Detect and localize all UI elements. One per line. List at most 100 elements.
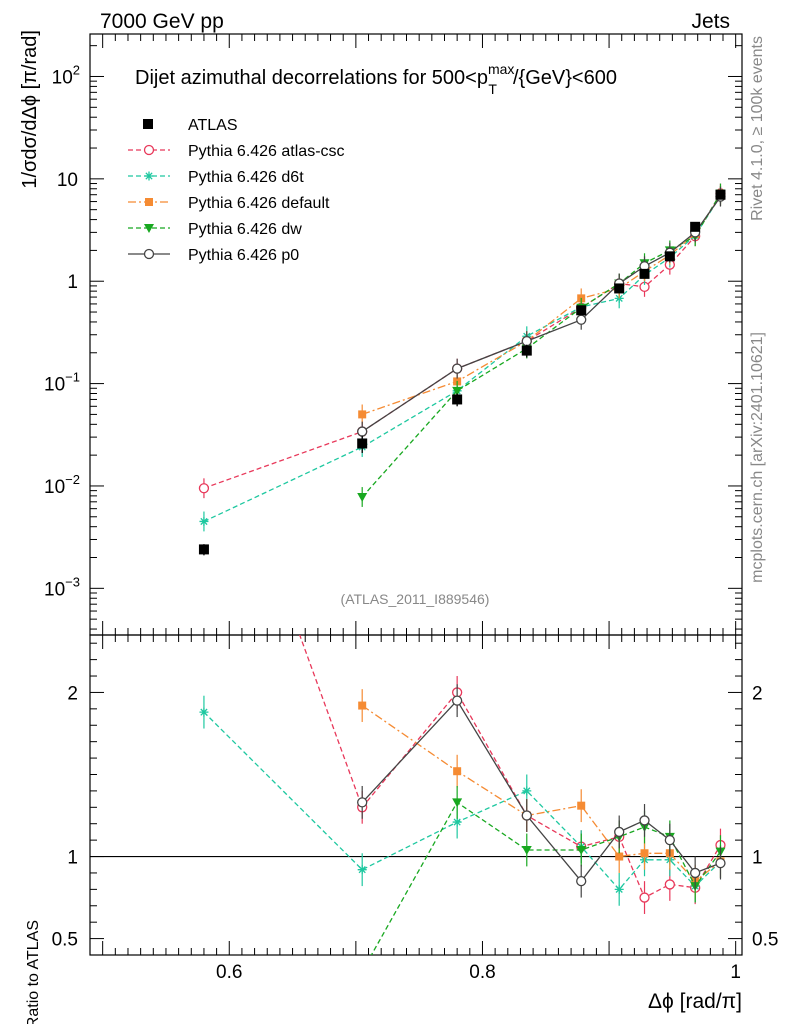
ratio-point [715,857,726,869]
ratio-point [664,834,675,846]
y-tick-label: 10−3 [44,574,80,600]
ratio-line-0 [299,635,722,899]
atlas-point [452,394,463,405]
legend-label-0: Pythia 6.426 atlas-csc [188,143,345,160]
series-point [199,516,209,526]
series-point [357,426,368,437]
atlas-point [639,268,650,279]
ratio-point [357,797,368,808]
y-tick-label: 10−1 [44,370,80,396]
ratio-point [357,865,367,875]
ratio-tick-label: 1 [67,848,78,869]
series-point [576,314,587,325]
ratio-point [452,817,462,827]
ratio-point [664,879,675,890]
legend-marker-atlas [143,119,153,129]
header-left: 7000 GeV pp [100,10,224,33]
x-axis-label: Δϕ [rad/π] [648,990,742,1013]
axis-ticks: 0.6 0.8 1 10−3 10−2 10−1 1 10 102 0.5 0.5 1 1 2 2 [44,34,778,983]
ratio-tick-label: 0.5 [52,930,78,951]
legend: ATLAS Pythia 6.426 atlas-csc Pythia 6.426 … [128,117,345,264]
atlas-point [357,438,368,449]
y-tick-label: 10 [57,170,78,191]
atlas-point [664,251,675,262]
ratio-point [576,845,587,855]
ratio-point [614,884,624,894]
series-line-4 [361,196,722,433]
series-point [358,410,367,419]
ratio-point [576,876,587,887]
ratio-axis-label: Ratio to ATLAS [25,920,42,1024]
ratio-point [614,826,625,838]
legend-marker-4 [143,248,155,260]
atlas-point [576,305,587,316]
series-point [198,483,210,494]
legend-label-3: Pythia 6.426 dw [188,221,302,238]
ratio-point [521,845,532,855]
x-tick-label: 0.6 [216,962,242,983]
x-tick-label: 1 [730,962,741,983]
series-line-1 [203,195,722,523]
ratio-point [357,967,367,976]
legend-marker-0 [143,144,155,156]
legend-marker-3 [144,224,154,233]
series-point [452,386,463,396]
ratio-plot-frame [89,634,743,956]
atlas-point [690,221,701,232]
ratio-point [640,849,649,858]
legend-label-4: Pythia 6.426 p0 [188,247,299,264]
legend-label-atlas: ATLAS [188,117,238,134]
series-point [357,493,368,503]
analysis-id: (ATLAS_2011_I889546) [341,591,490,607]
ratio-point [577,801,586,810]
ratio-point [521,810,532,821]
ratio-point [639,815,650,826]
series-2 [358,186,725,425]
x-tick-label: 0.8 [469,962,495,983]
atlas-point [614,283,625,294]
atlas-point [715,189,726,200]
legend-marker-2 [145,198,153,206]
series-line-2 [361,195,722,416]
ratio-tick-label-right: 1 [752,848,763,869]
atlas-data [198,189,726,556]
ratio-line-1 [203,711,721,891]
y-tick-label: 102 [52,62,80,88]
main-series [198,183,726,556]
legend-label-2: Pythia 6.426 default [188,195,330,212]
y-tick-label: 10−2 [44,472,80,498]
ratio-series [199,366,726,976]
ratio-point [452,798,463,808]
ratio-point [453,767,462,776]
ratio-series-4 [357,684,726,898]
series-line-3 [361,193,722,498]
series-point [451,363,463,374]
series-3 [357,183,726,507]
legend-label-1: Pythia 6.426 d6t [188,169,304,186]
chart-title: Dijet azimuthal decorrelations for 500<p… [135,61,617,97]
y-axis-label: 1/σdσ/dΔϕ [π/rad] [19,30,41,189]
ratio-series-0 [199,366,726,914]
ratio-point [358,701,367,710]
ratio-point [639,892,650,903]
ratio-series-1 [199,695,725,906]
atlas-point [521,345,532,356]
rivet-label: Rivet 4.1.0, ≥ 100k events [749,36,766,221]
ratio-point [451,695,463,706]
ratio-point [690,867,701,879]
series-point [614,293,624,303]
legend-marker-1 [144,171,154,181]
ratio-tick-label: 2 [67,683,78,704]
ratio-point [199,366,208,375]
series-point [521,335,532,347]
ratio-point [199,707,209,717]
ratio-point [522,786,532,796]
y-tick-label: 1 [67,272,78,293]
ratio-tick-label-right: 0.5 [752,930,778,951]
ratio-series-2 [358,689,725,898]
header-right: Jets [691,10,730,33]
series-4 [357,186,726,442]
ratio-point [615,852,624,861]
atlas-point [198,544,209,555]
